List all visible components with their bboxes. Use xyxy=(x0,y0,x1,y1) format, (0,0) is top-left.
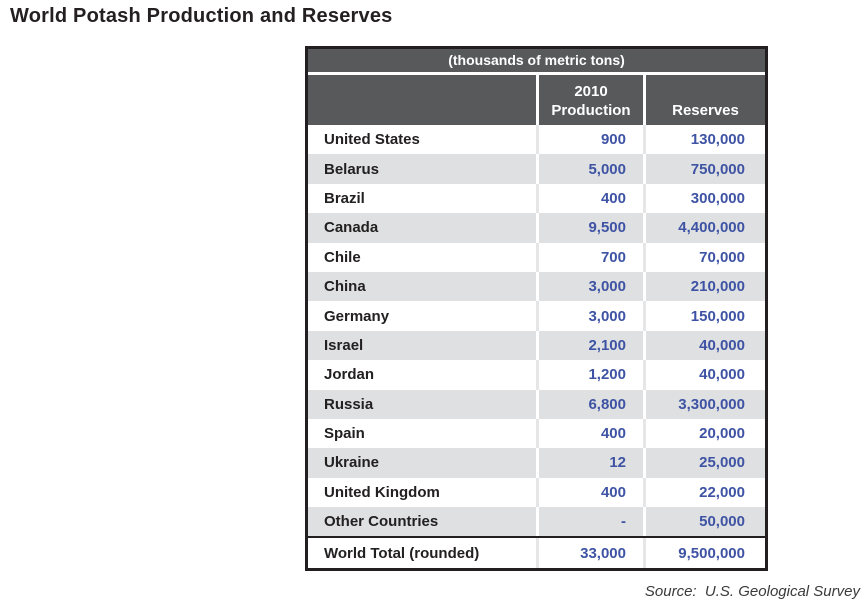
page-title: World Potash Production and Reserves xyxy=(10,5,393,27)
country-cell: Spain xyxy=(324,425,365,443)
production-cell: 9,500 xyxy=(536,213,643,243)
column-header-production: 2010 Production xyxy=(536,75,643,125)
country-cell: Belarus xyxy=(324,160,380,178)
column-header-country xyxy=(308,75,536,125)
country-cell: Jordan xyxy=(324,366,375,384)
reserves-cell: 4,400,000 xyxy=(643,213,765,243)
reserves-cell: 70,000 xyxy=(643,242,765,272)
production-cell: 400 xyxy=(536,477,643,508)
country-cell: Chile xyxy=(324,248,361,266)
country-cell: United Kingdom xyxy=(324,483,440,501)
production-cell: 2,100 xyxy=(536,330,643,361)
production-cell: 5,000 xyxy=(536,154,643,184)
table-row: Chile 700 70,000 xyxy=(308,242,765,272)
total-production-cell: 33,000 xyxy=(536,538,643,569)
table-row: Israel 2,100 40,000 xyxy=(308,330,765,361)
reserves-cell: 3,300,000 xyxy=(643,389,765,419)
country-cell: Russia xyxy=(324,395,374,413)
table-row: Brazil 400 300,000 xyxy=(308,183,765,214)
reserves-cell: 750,000 xyxy=(643,154,765,184)
column-header-production-line2: Production xyxy=(551,102,631,119)
reserves-cell: 25,000 xyxy=(643,448,765,478)
reserves-cell: 150,000 xyxy=(643,301,765,331)
country-cell: Germany xyxy=(324,307,390,325)
table-row: Ukraine 12 25,000 xyxy=(308,448,765,478)
country-cell: Brazil xyxy=(324,189,365,207)
source-note: Source: U.S. Geological Survey xyxy=(644,583,860,600)
table-row: Spain 400 20,000 xyxy=(308,418,765,449)
table-body: United States 900 130,000 Belarus 5,000 … xyxy=(308,125,765,537)
country-cell: China xyxy=(324,278,366,296)
reserves-cell: 130,000 xyxy=(643,125,765,155)
reserves-cell: 210,000 xyxy=(643,271,765,302)
country-cell: Canada xyxy=(324,219,379,237)
table-header-row: 2010 Production Reserves xyxy=(308,75,765,125)
potash-table: (thousands of metric tons) 2010 Producti… xyxy=(305,46,768,572)
table-total-row: World Total (rounded) 33,000 9,500,000 xyxy=(308,536,765,569)
reserves-cell: 22,000 xyxy=(643,477,765,508)
total-label-cell: World Total (rounded) xyxy=(324,544,480,562)
country-cell: Other Countries xyxy=(324,513,439,531)
production-cell: 3,000 xyxy=(536,271,643,302)
reserves-cell: 20,000 xyxy=(643,418,765,449)
production-cell: 700 xyxy=(536,242,643,272)
table-row: Germany 3,000 150,000 xyxy=(308,301,765,331)
production-cell: 3,000 xyxy=(536,301,643,331)
production-cell: 400 xyxy=(536,183,643,214)
table-row: Belarus 5,000 750,000 xyxy=(308,154,765,184)
table-units-caption: (thousands of metric tons) xyxy=(308,49,765,75)
column-header-production-line1: 2010 xyxy=(574,83,608,100)
production-cell: 1,200 xyxy=(536,360,643,390)
production-cell: 400 xyxy=(536,418,643,449)
table-row: United States 900 130,000 xyxy=(308,125,765,155)
production-cell: - xyxy=(536,507,643,537)
country-cell: Israel xyxy=(324,336,364,354)
reserves-cell: 300,000 xyxy=(643,183,765,214)
total-reserves-cell: 9,500,000 xyxy=(643,538,765,569)
table-row: Russia 6,800 3,300,000 xyxy=(308,389,765,419)
table-row: United Kingdom 400 22,000 xyxy=(308,477,765,508)
reserves-cell: 50,000 xyxy=(643,507,765,537)
table-row: Canada 9,500 4,400,000 xyxy=(308,213,765,243)
column-header-reserves: Reserves xyxy=(643,75,765,125)
production-cell: 6,800 xyxy=(536,389,643,419)
production-cell: 12 xyxy=(536,448,643,478)
country-cell: United States xyxy=(324,131,420,149)
table-row: China 3,000 210,000 xyxy=(308,271,765,302)
production-cell: 900 xyxy=(536,125,643,155)
column-header-reserves-label: Reserves xyxy=(672,102,739,119)
table-row: Jordan 1,200 40,000 xyxy=(308,360,765,390)
reserves-cell: 40,000 xyxy=(643,360,765,390)
reserves-cell: 40,000 xyxy=(643,330,765,361)
table-row: Other Countries - 50,000 xyxy=(308,507,765,537)
country-cell: Ukraine xyxy=(324,454,380,472)
